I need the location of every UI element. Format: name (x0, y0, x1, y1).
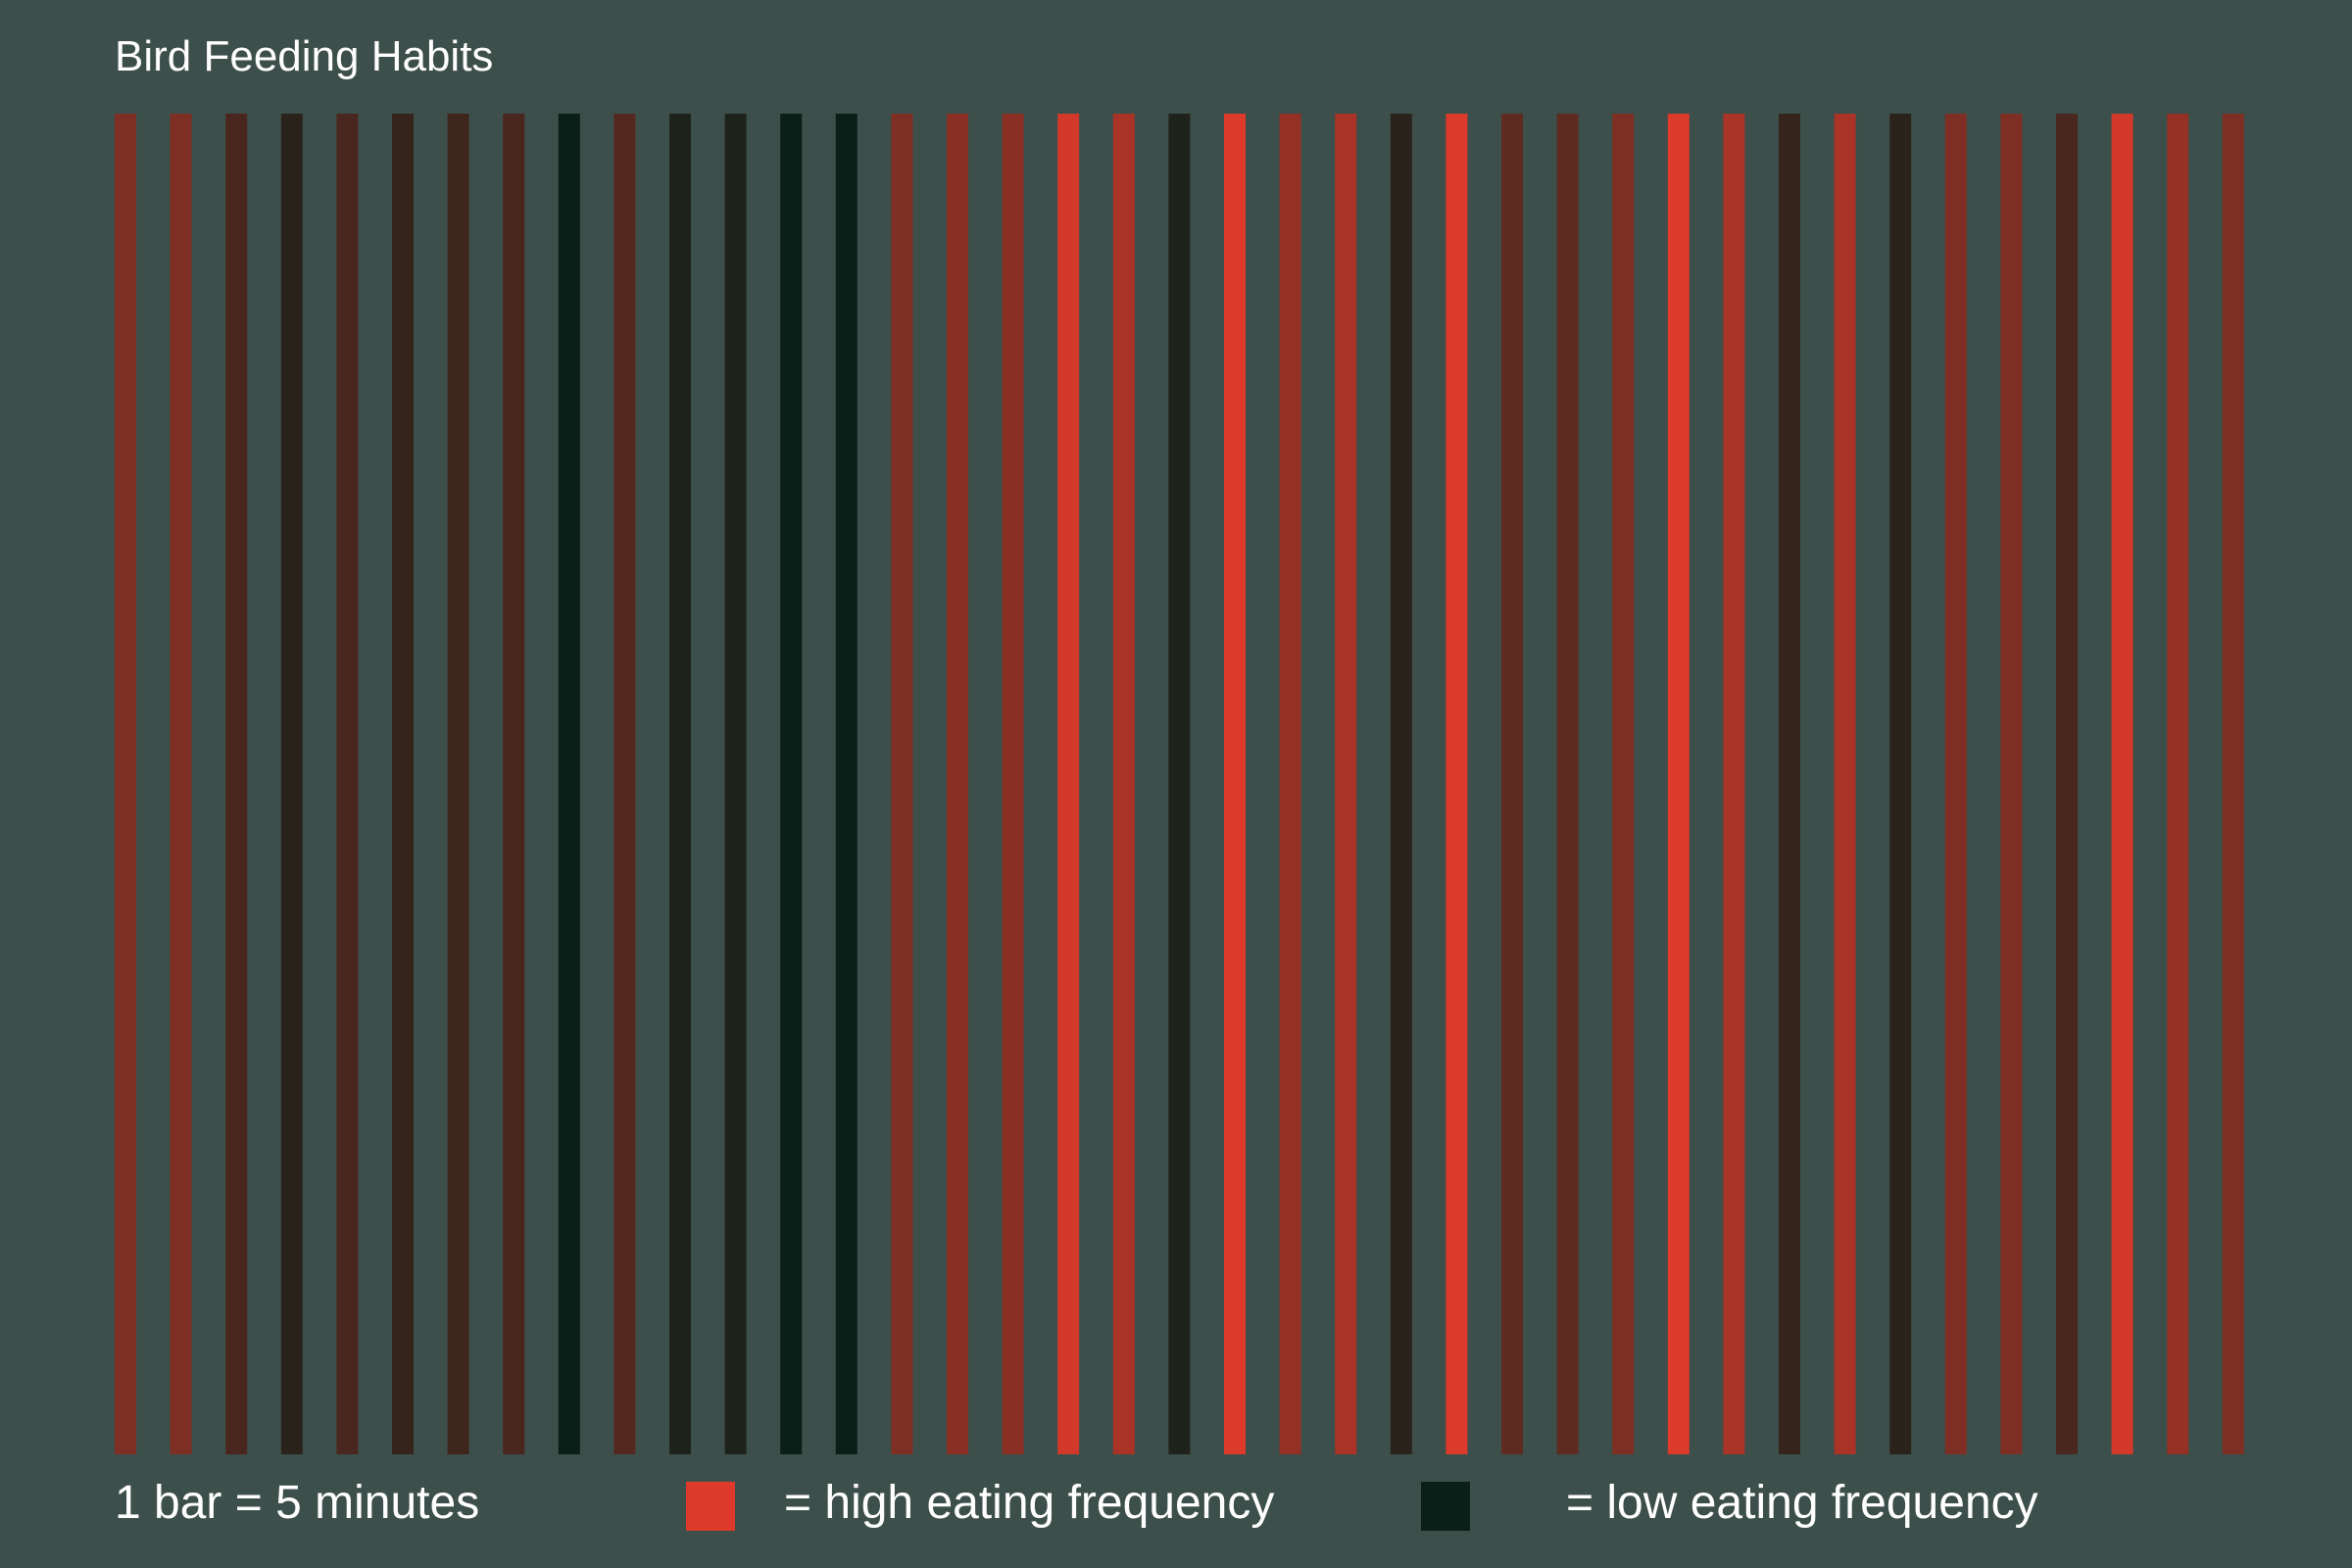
bar-14 (835, 114, 858, 1454)
bar-33 (1889, 114, 1912, 1454)
bar-3 (225, 114, 248, 1454)
bar-36 (2056, 114, 2078, 1454)
bar-24 (1390, 114, 1412, 1454)
bar-13 (780, 114, 803, 1454)
bar-20 (1168, 114, 1191, 1454)
legend-label-high: = high eating frequency (784, 1477, 1275, 1529)
bar-27 (1556, 114, 1579, 1454)
bar-4 (280, 114, 303, 1454)
bar-12 (724, 114, 747, 1454)
bar-8 (503, 114, 525, 1454)
chart-title: Bird Feeding Habits (115, 32, 494, 80)
bar-16 (947, 114, 968, 1454)
bar-26 (1501, 114, 1523, 1454)
legend-swatch-low (1421, 1482, 1470, 1531)
bar-15 (891, 114, 913, 1454)
bar-7 (447, 114, 469, 1454)
bar-39 (2222, 114, 2244, 1454)
bar-18 (1057, 114, 1080, 1454)
bar-31 (1779, 114, 1800, 1454)
legend-label-low: = low eating frequency (1566, 1477, 2038, 1529)
bar-30 (1723, 114, 1745, 1454)
bar-23 (1335, 114, 1357, 1454)
bar-35 (2000, 114, 2023, 1454)
bar-25 (1446, 114, 1468, 1454)
bar-28 (1612, 114, 1635, 1454)
bar-38 (2167, 114, 2189, 1454)
bar-19 (1112, 114, 1135, 1454)
bar-11 (669, 114, 691, 1454)
bar-22 (1279, 114, 1301, 1454)
bar-1 (115, 114, 136, 1454)
bar-17 (1002, 114, 1024, 1454)
bar-21 (1224, 114, 1246, 1454)
bar-37 (2111, 114, 2133, 1454)
scale-note: 1 bar = 5 minutes (115, 1477, 480, 1529)
bar-2 (170, 114, 192, 1454)
bar-9 (558, 114, 580, 1454)
bar-34 (1944, 114, 1967, 1454)
legend-swatch-high (686, 1482, 735, 1531)
bar-6 (392, 114, 414, 1454)
bar-10 (613, 114, 636, 1454)
bar-5 (336, 114, 359, 1454)
bar-29 (1667, 114, 1690, 1454)
bar-32 (1834, 114, 1856, 1454)
